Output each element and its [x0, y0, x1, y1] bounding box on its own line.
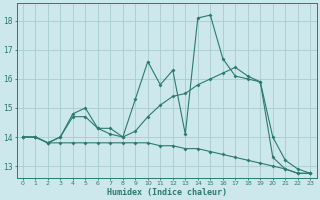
X-axis label: Humidex (Indice chaleur): Humidex (Indice chaleur) — [107, 188, 227, 197]
